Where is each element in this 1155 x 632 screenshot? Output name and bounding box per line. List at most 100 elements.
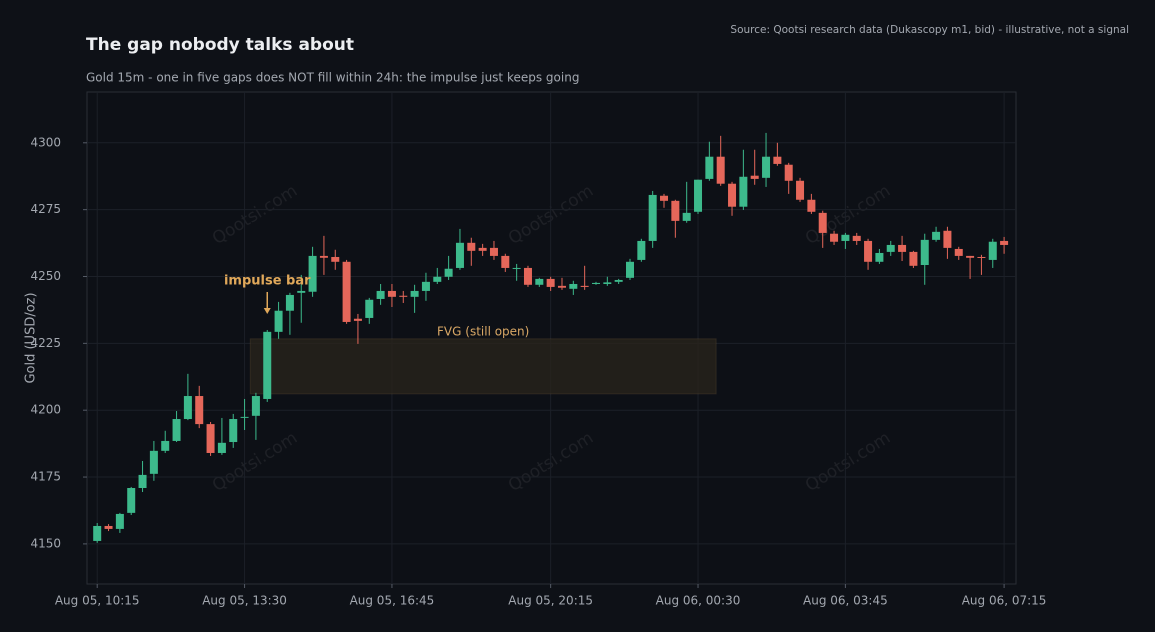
candle-body xyxy=(898,244,907,252)
y-tick-label: 4300 xyxy=(30,135,61,149)
plot-area xyxy=(86,91,1017,585)
candle-body xyxy=(195,396,204,425)
candle-body xyxy=(750,175,759,179)
candle-body xyxy=(421,281,430,291)
candle-body xyxy=(762,156,771,178)
candle-body xyxy=(875,252,884,262)
candle-body xyxy=(807,199,816,212)
candle-body xyxy=(308,255,317,292)
candle-body xyxy=(682,212,691,221)
candle-body xyxy=(784,164,793,181)
candle-body xyxy=(739,176,748,207)
candle-body xyxy=(909,251,918,266)
candle-body xyxy=(104,525,113,529)
candle-body xyxy=(1000,240,1009,245)
candle-body xyxy=(149,450,158,474)
x-tick-label: Aug 06, 07:15 xyxy=(962,594,1047,608)
candle-body xyxy=(342,261,351,322)
candle-body xyxy=(229,419,238,443)
candle-body xyxy=(637,240,646,260)
candle-body xyxy=(954,248,963,256)
candle-body xyxy=(444,268,453,277)
candle-body xyxy=(93,525,102,541)
y-axis-label: Gold (USD/oz) xyxy=(24,292,39,383)
candle-body xyxy=(410,290,419,297)
candle-body xyxy=(172,419,181,441)
candle-body xyxy=(580,285,589,287)
candle-body xyxy=(694,179,703,212)
candle-body xyxy=(501,255,510,268)
candle-body xyxy=(387,290,396,297)
candle-body xyxy=(864,240,873,262)
candle-body xyxy=(818,212,827,233)
candle-body xyxy=(626,261,635,278)
x-tick-label: Aug 05, 16:45 xyxy=(350,594,435,608)
candle-body xyxy=(127,488,136,513)
candle-body xyxy=(603,282,612,284)
candle-body xyxy=(240,416,249,418)
x-tick-label: Aug 06, 03:45 xyxy=(803,594,888,608)
candle-body xyxy=(852,235,861,241)
candle-body xyxy=(716,156,725,184)
candle-body xyxy=(297,290,306,293)
x-tick-label: Aug 05, 13:30 xyxy=(202,594,287,608)
candle-body xyxy=(841,234,850,241)
candle-body xyxy=(591,282,600,284)
y-tick-label: 4175 xyxy=(30,470,61,484)
candle-body xyxy=(467,242,476,251)
candle-body xyxy=(206,424,215,453)
x-tick-label: Aug 06, 00:30 xyxy=(656,594,741,608)
x-tick-label: Aug 05, 10:15 xyxy=(55,594,140,608)
candle-body xyxy=(535,278,544,285)
candle-body xyxy=(671,200,680,221)
annotation-arrowhead xyxy=(263,307,271,314)
chart-title: The gap nobody talks about xyxy=(86,35,354,55)
y-tick-label: 4150 xyxy=(30,536,61,550)
candle-body xyxy=(319,255,328,258)
candle-body xyxy=(263,331,272,399)
source-note: Source: Qootsi research data (Dukascopy … xyxy=(730,24,1129,36)
chart-subtitle: Gold 15m - one in five gaps does NOT fil… xyxy=(86,71,579,85)
candle-body xyxy=(331,256,340,262)
annotation-label: impulse bar xyxy=(224,273,311,288)
candle-body xyxy=(648,194,657,241)
fvg-zone xyxy=(249,338,717,395)
x-tick-label: Aug 05, 20:15 xyxy=(508,594,593,608)
candle-body xyxy=(773,156,782,164)
candle-body xyxy=(251,396,260,416)
candle-body xyxy=(455,242,464,268)
candle-body xyxy=(660,195,669,201)
candle-body xyxy=(988,241,997,260)
candle-body xyxy=(274,310,283,332)
candle-body xyxy=(399,295,408,297)
candle-body xyxy=(489,247,498,256)
y-tick-label: 4275 xyxy=(30,202,61,216)
candle-body xyxy=(614,279,623,282)
candle-body xyxy=(183,396,192,420)
candle-body xyxy=(546,278,555,287)
y-tick-label: 4200 xyxy=(30,403,61,417)
candle-body xyxy=(433,276,442,282)
candle-body xyxy=(138,474,147,489)
candle-body xyxy=(830,233,839,242)
candle-body xyxy=(376,290,385,299)
candle-body xyxy=(966,255,975,258)
candle-body xyxy=(920,239,929,266)
candle-body xyxy=(728,183,737,207)
candle-body xyxy=(977,256,986,258)
candle-body xyxy=(943,230,952,248)
candle-body xyxy=(115,513,124,529)
candle-body xyxy=(353,318,362,321)
candle-body xyxy=(932,231,941,240)
y-tick-label: 4225 xyxy=(30,336,61,350)
candle-body xyxy=(557,285,566,288)
candle-body xyxy=(161,440,170,451)
candle-body xyxy=(523,267,532,285)
fvg-label: FVG (still open) xyxy=(437,324,529,338)
candle-body xyxy=(285,294,294,311)
y-tick-label: 4250 xyxy=(30,269,61,283)
candle-body xyxy=(886,244,895,252)
candle-body xyxy=(512,267,521,269)
